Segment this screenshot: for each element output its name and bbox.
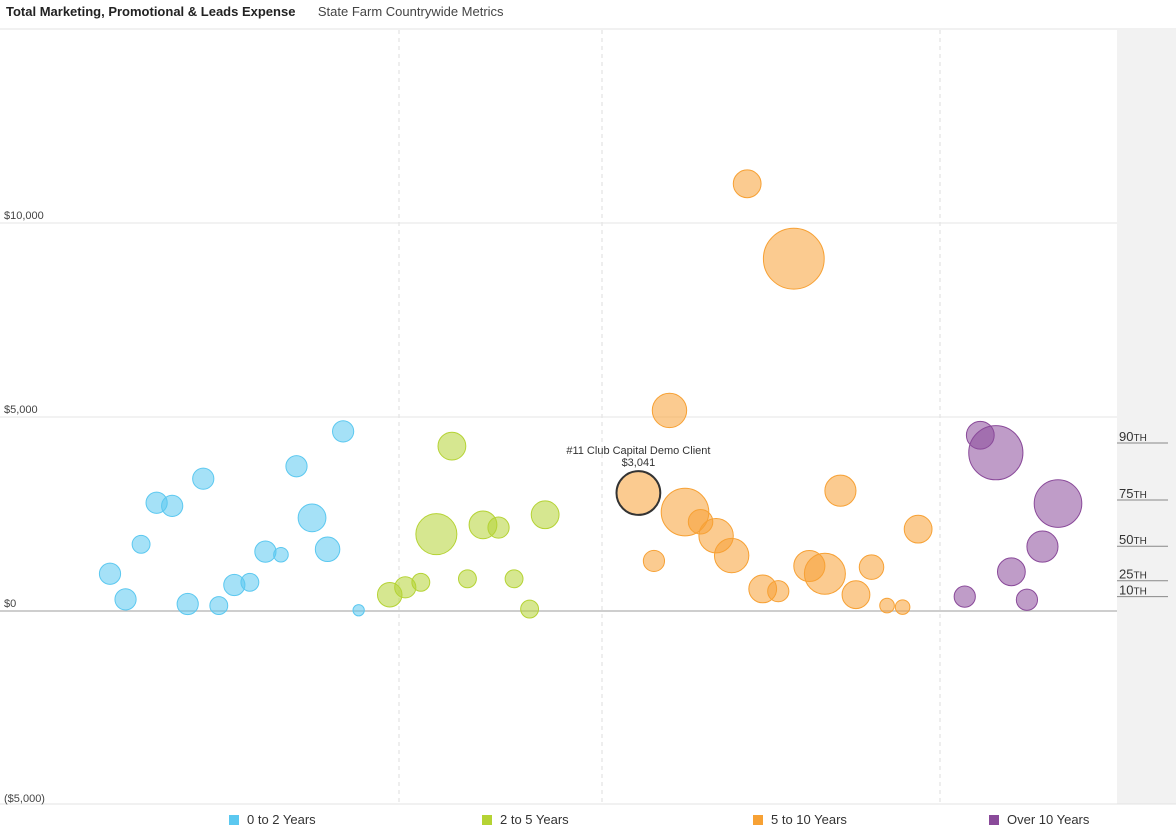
bubble[interactable] <box>841 580 871 610</box>
bubble[interactable] <box>732 169 762 199</box>
legend-label: 0 to 2 Years <box>247 812 316 827</box>
bubble[interactable] <box>1015 588 1039 611</box>
bubble[interactable] <box>487 516 510 539</box>
bubble[interactable] <box>953 585 976 608</box>
percentile-label: 25TH <box>1119 567 1147 582</box>
highlighted-client: #11 Club Capital Demo Client$3,041 <box>566 445 710 516</box>
bubble[interactable] <box>131 534 151 554</box>
highlight-name-label: #11 Club Capital Demo Client <box>566 445 710 457</box>
bubble[interactable] <box>642 549 666 573</box>
bubble[interactable] <box>793 549 826 583</box>
bubble[interactable] <box>240 572 260 592</box>
bubble[interactable] <box>687 509 714 535</box>
percentile-label: 75TH <box>1119 486 1147 501</box>
bubble[interactable] <box>903 514 933 544</box>
bubble[interactable] <box>879 597 895 614</box>
legend-item[interactable]: 0 to 2 Years <box>229 812 316 827</box>
legend-item[interactable]: Over 10 Years <box>989 812 1089 827</box>
y-tick-label: ($5,000) <box>4 793 45 805</box>
highlight-value-label: $3,041 <box>622 457 656 469</box>
horizontal-grid <box>0 222 1117 612</box>
legend-item[interactable]: 2 to 5 Years <box>482 812 569 827</box>
bubble[interactable] <box>762 227 825 290</box>
bubble[interactable] <box>297 503 327 533</box>
legend-swatch <box>753 814 763 825</box>
bubble[interactable] <box>98 562 122 585</box>
bubble[interactable] <box>415 513 458 556</box>
percentile-label: 10TH <box>1119 583 1147 598</box>
bubble[interactable] <box>352 604 365 617</box>
percentile-band <box>1117 30 1176 804</box>
legend-label: 2 to 5 Years <box>500 812 569 827</box>
page-subtitle: State Farm Countrywide Metrics <box>317 4 504 19</box>
page-title: Total Marketing, Promotional & Leads Exp… <box>6 4 296 19</box>
bubble[interactable] <box>192 467 215 490</box>
percentile-label: 50TH <box>1119 532 1147 547</box>
bubble[interactable] <box>713 537 750 574</box>
bubble[interactable] <box>504 569 524 589</box>
bubble[interactable] <box>273 546 289 563</box>
bubble[interactable] <box>254 540 277 563</box>
bubble[interactable] <box>651 392 688 429</box>
legend: 0 to 2 Years 2 to 5 Years 5 to 10 Years Ove… <box>0 812 1176 830</box>
bubble[interactable] <box>411 572 431 592</box>
bubble[interactable] <box>996 557 1026 587</box>
legend-label: Over 10 Years <box>1007 812 1090 827</box>
bubble[interactable] <box>894 599 911 615</box>
legend-swatch <box>229 814 239 825</box>
bubble[interactable] <box>520 599 540 619</box>
y-tick-label: $0 <box>4 598 16 610</box>
bubble[interactable] <box>767 580 790 603</box>
y-axis-labels: $10,000 $5,000 $0 ($5,000) <box>4 210 45 805</box>
bubble[interactable] <box>332 420 355 443</box>
bubble[interactable] <box>285 455 308 478</box>
bubble[interactable] <box>824 474 857 507</box>
bubble[interactable] <box>314 536 341 563</box>
bubble[interactable] <box>161 494 184 517</box>
bubble[interactable] <box>1026 530 1059 563</box>
legend-label: 5 to 10 Years <box>771 812 847 827</box>
legend-item[interactable]: 5 to 10 Years <box>753 812 847 827</box>
bubble[interactable] <box>1033 479 1083 528</box>
bubble[interactable] <box>965 420 995 450</box>
y-tick-label: $10,000 <box>4 210 44 222</box>
bubble[interactable] <box>858 554 885 580</box>
y-tick-label: $5,000 <box>4 404 38 416</box>
chart-header: Total Marketing, Promotional & Leads Exp… <box>6 3 504 21</box>
bubbles <box>98 169 1083 619</box>
bubble[interactable] <box>437 431 467 461</box>
bubble[interactable] <box>114 588 137 611</box>
legend-swatch <box>482 814 492 825</box>
bubble[interactable] <box>530 500 560 530</box>
legend-swatch <box>989 814 999 825</box>
bubble[interactable] <box>209 596 229 616</box>
percentile-label: 90TH <box>1119 429 1147 444</box>
bubble[interactable] <box>176 592 199 616</box>
bubble[interactable] <box>457 569 477 589</box>
highlighted-bubble[interactable] <box>615 470 662 516</box>
